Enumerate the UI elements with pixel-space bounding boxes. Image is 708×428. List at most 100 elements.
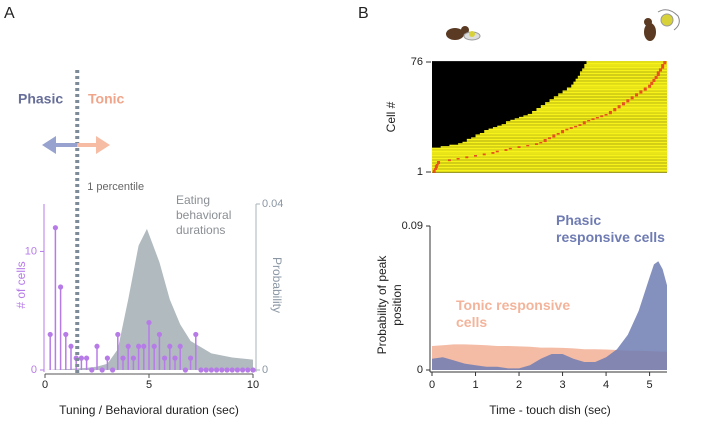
peak-mark bbox=[626, 99, 630, 102]
peak-mark bbox=[517, 146, 521, 148]
peak-mark bbox=[613, 109, 617, 112]
stem-head bbox=[219, 367, 225, 373]
peak-mark bbox=[643, 87, 647, 90]
peak-mark bbox=[643, 88, 647, 91]
peak-mark bbox=[639, 91, 643, 94]
peak-mark bbox=[661, 64, 665, 66]
heatmap-row bbox=[579, 72, 667, 75]
heatmap-row bbox=[440, 146, 667, 148]
stem-head bbox=[203, 367, 209, 373]
stem-head bbox=[198, 367, 204, 373]
y2-tick-label: 0 bbox=[262, 364, 268, 376]
peak-mark bbox=[608, 110, 612, 113]
stem-head bbox=[68, 343, 74, 349]
stem-head bbox=[167, 343, 173, 349]
stem-head bbox=[58, 284, 64, 290]
heatmap-row bbox=[566, 87, 667, 89]
heatmap-row bbox=[584, 65, 667, 67]
stem-head bbox=[125, 343, 131, 349]
heatmap-row bbox=[573, 83, 667, 85]
stem-head bbox=[208, 367, 214, 373]
heatmap-row bbox=[432, 159, 667, 161]
heatmap-row bbox=[586, 61, 667, 63]
x-tick-label: 2 bbox=[516, 379, 522, 391]
peak-mark bbox=[617, 105, 621, 107]
heatmap-row bbox=[432, 157, 667, 160]
heatmap-row bbox=[432, 147, 667, 150]
peak-mark bbox=[621, 102, 625, 104]
peak-mark bbox=[656, 71, 660, 74]
peak-mark bbox=[652, 78, 656, 81]
heatmap-row bbox=[575, 78, 667, 81]
heatmap-row bbox=[549, 99, 667, 101]
peak-mark bbox=[456, 157, 460, 160]
heatmap-row bbox=[432, 168, 667, 170]
heatmap-row bbox=[532, 110, 667, 113]
peak-mark bbox=[556, 132, 560, 135]
peak-mark bbox=[639, 90, 643, 93]
heatmap-row bbox=[432, 163, 667, 166]
stem-head bbox=[229, 367, 235, 373]
peak-mark bbox=[495, 150, 499, 153]
heatmap-row bbox=[505, 121, 667, 123]
peak-mark bbox=[552, 134, 556, 137]
heatmap-row bbox=[549, 100, 667, 103]
x-tick-label: 5 bbox=[146, 379, 152, 391]
heatmap-row bbox=[553, 97, 667, 100]
density-area bbox=[432, 261, 667, 370]
heatmap-row bbox=[545, 102, 667, 104]
stem-head bbox=[115, 331, 121, 338]
y-tick-label: 0 bbox=[31, 364, 37, 376]
stem-head bbox=[47, 331, 53, 338]
peak-mark bbox=[569, 127, 573, 129]
x-tick-label: 0 bbox=[429, 379, 435, 391]
peak-mark bbox=[433, 168, 437, 170]
stem-head bbox=[63, 331, 69, 338]
panel-label: B bbox=[358, 5, 369, 22]
y-axis-label: # of cells bbox=[14, 261, 28, 308]
peak-mark bbox=[595, 116, 599, 119]
stem-head bbox=[162, 355, 168, 361]
y-tick-label: 76 bbox=[411, 56, 423, 68]
heatmap-row bbox=[432, 152, 667, 154]
heatmap-row bbox=[514, 118, 667, 120]
stem-head bbox=[94, 343, 100, 349]
y-tick-label: 10 bbox=[25, 245, 37, 257]
percentile-label: 1 percentile bbox=[87, 181, 144, 193]
heatmap-row bbox=[475, 135, 667, 138]
peak-mark bbox=[587, 119, 591, 122]
peak-mark bbox=[526, 144, 530, 147]
heatmap-row bbox=[582, 69, 667, 72]
x-tick-label: 5 bbox=[647, 379, 653, 391]
peak-mark bbox=[474, 154, 478, 157]
heatmap-row bbox=[579, 74, 667, 76]
y2-axis-label: Probability bbox=[270, 257, 284, 313]
stem-head bbox=[84, 355, 90, 361]
peak-mark bbox=[650, 83, 654, 85]
heatmap-row bbox=[432, 160, 667, 163]
stem-head bbox=[182, 367, 188, 373]
heatmap-row bbox=[449, 144, 667, 147]
heatmap-row bbox=[527, 113, 667, 116]
heatmap-row bbox=[484, 130, 667, 132]
stem-head bbox=[89, 367, 95, 373]
peak-mark bbox=[465, 156, 469, 159]
density-area bbox=[45, 228, 253, 370]
heatmap-row bbox=[571, 84, 667, 86]
peak-mark bbox=[654, 77, 658, 80]
heatmap-row bbox=[519, 116, 667, 119]
heatmap-row bbox=[466, 138, 667, 141]
stem-head bbox=[99, 367, 105, 373]
heatmap-row bbox=[432, 166, 667, 169]
stem-head bbox=[104, 355, 110, 361]
peak-mark bbox=[578, 124, 582, 126]
peak-mark bbox=[548, 137, 551, 140]
peak-mark bbox=[543, 138, 547, 141]
peak-mark bbox=[656, 74, 660, 77]
peak-mark bbox=[652, 80, 656, 82]
heatmap-row bbox=[432, 171, 667, 173]
peak-mark bbox=[491, 152, 495, 154]
heatmap-row bbox=[466, 140, 667, 142]
x-tick-label: 3 bbox=[559, 379, 565, 391]
